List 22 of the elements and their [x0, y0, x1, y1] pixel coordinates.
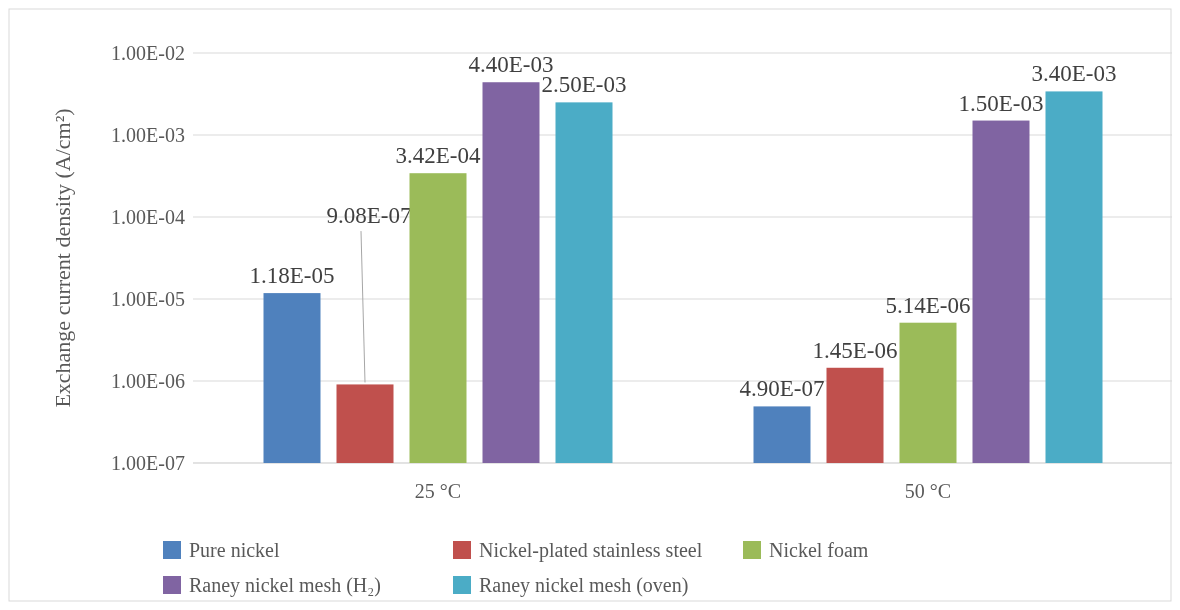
x-tick-label: 25 °C: [414, 480, 462, 502]
data-label: 1.18E-05: [249, 263, 335, 289]
legend-label: Raney nickel mesh (oven): [479, 574, 689, 597]
data-label: 3.42E-04: [395, 143, 481, 169]
x-tick-label: 50 °C: [904, 480, 952, 502]
data-label: 4.90E-07: [739, 376, 825, 402]
y-tick-label: 1.00E-04: [111, 206, 185, 228]
data-label: 1.50E-03: [958, 90, 1044, 116]
data-label: 9.08E-07: [326, 203, 412, 229]
legend-label: Raney nickel mesh (H₂): [189, 574, 381, 597]
data-label: 1.45E-06: [812, 337, 898, 363]
y-axis-title: Exchange current density (A/cm²): [50, 108, 75, 408]
legend-label: Pure nickel: [189, 539, 280, 561]
y-tick-label: 1.00E-06: [111, 370, 185, 392]
data-label: 3.40E-03: [1031, 61, 1117, 87]
y-tick-label: 1.00E-07: [111, 452, 185, 474]
legend-label: Nickel foam: [769, 539, 869, 561]
data-label: 5.14E-06: [885, 292, 971, 318]
legend-label: Nickel-plated stainless steel: [479, 539, 703, 562]
y-tick-label: 1.00E-05: [111, 288, 185, 310]
y-tick-label: 1.00E-03: [111, 124, 185, 146]
y-tick-label: 1.00E-02: [111, 42, 185, 64]
